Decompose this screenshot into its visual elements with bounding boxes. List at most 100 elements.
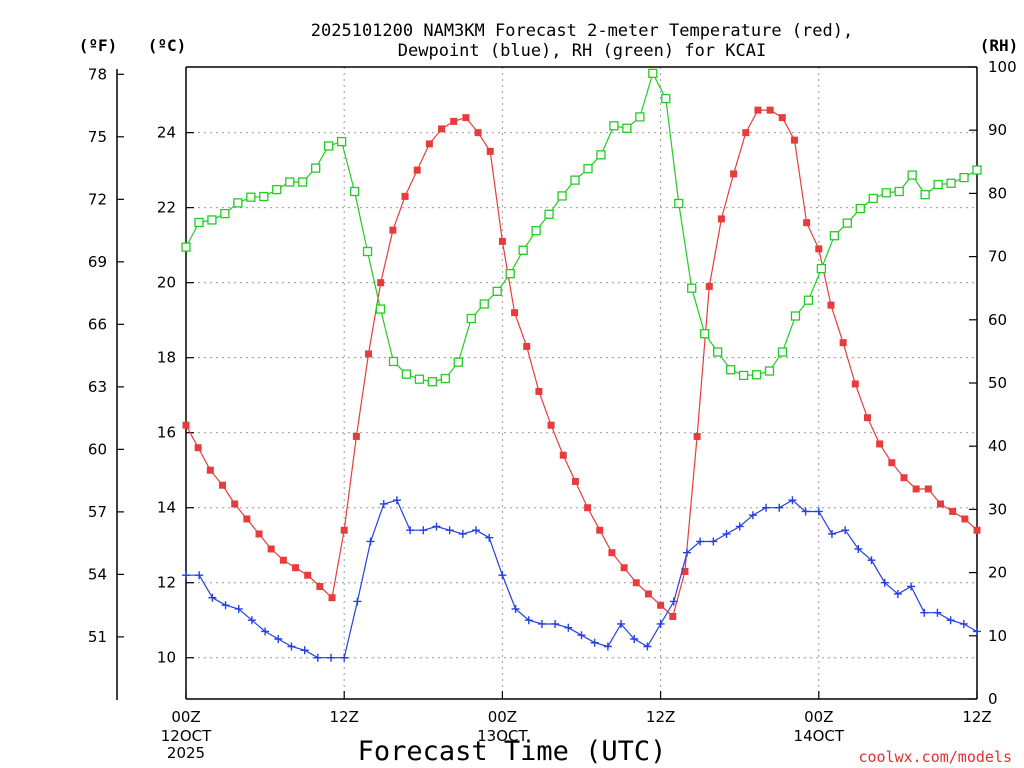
rh-point-23 (479, 299, 489, 309)
dewpoint-point-28 (551, 619, 560, 628)
fahrenheit-tick-72: 72 (88, 190, 107, 208)
temperature-point-31 (559, 451, 567, 459)
temperature-series (182, 106, 981, 620)
temperature-point-61 (924, 485, 932, 493)
rh-point-42 (725, 365, 736, 375)
rh-point-25 (505, 269, 515, 279)
rh-point-7 (272, 184, 282, 195)
temperature-point-65 (973, 526, 981, 534)
dewpoint-point-8 (287, 642, 296, 651)
rh-tick-30: 30 (988, 500, 1007, 518)
temperature-point-58 (888, 459, 896, 467)
temperature-point-32 (571, 477, 579, 485)
rh-point-15 (375, 304, 386, 314)
dewpoint-point-40 (709, 537, 718, 546)
rh-point-26 (518, 245, 528, 255)
dewpoint-point-54 (893, 589, 902, 598)
dewpoint-series (182, 496, 981, 662)
dewpoint-point-4 (234, 604, 243, 613)
dewpoint-point-59 (959, 619, 968, 628)
rh-point-11 (323, 141, 334, 151)
rh-tick-10: 10 (988, 627, 1007, 645)
temperature-point-51 (803, 219, 811, 227)
rh-point-53 (868, 193, 878, 204)
rh-point-41 (713, 347, 723, 357)
chart-title-line1: 2025101200 NAM3KM Forecast 2-meter Tempe… (311, 21, 853, 41)
dewpoint-point-37 (669, 597, 678, 606)
dewpoint-point-47 (801, 507, 810, 516)
temperature-point-53 (827, 301, 835, 309)
rh-point-18 (414, 374, 425, 384)
rh-point-1 (194, 217, 204, 228)
temperature-point-1 (194, 444, 202, 452)
tick-labels: 7875726966636057545124222018161412101009… (88, 58, 1017, 762)
rh-point-52 (855, 203, 865, 214)
dewpoint-point-23 (485, 533, 494, 542)
rh-point-43 (738, 370, 749, 381)
temperature-point-23 (462, 114, 470, 122)
x-axis-label: Forecast Time (UTC) (358, 736, 667, 767)
temperature-point-42 (693, 432, 701, 440)
dewpoint-point-17 (406, 526, 415, 535)
dewpoint-point-41 (722, 529, 731, 538)
temperature-point-47 (754, 106, 762, 114)
rh-point-8 (285, 177, 295, 187)
temperature-point-15 (365, 350, 373, 358)
temperature-point-6 (255, 530, 263, 538)
chart-title-line2: Dewpoint (blue), RH (green) for KCAI (398, 41, 766, 61)
temperature-point-60 (912, 485, 920, 493)
temperature-point-11 (316, 582, 324, 590)
celsius-unit-label: (ºC) (148, 36, 187, 55)
dewpoint-point-15 (379, 499, 388, 508)
rh-point-0 (181, 242, 191, 252)
temperature-point-17 (389, 226, 397, 234)
dewpoint-point-33 (617, 619, 626, 628)
temperature-point-3 (219, 481, 227, 489)
x-tick-1: 12Z (330, 708, 359, 726)
rh-tick-90: 90 (988, 121, 1007, 139)
fahrenheit-tick-57: 57 (88, 503, 107, 521)
rh-point-4 (233, 198, 243, 208)
temperature-point-34 (596, 526, 604, 534)
dewpoint-point-19 (432, 522, 441, 531)
dewpoint-point-38 (682, 548, 691, 557)
temperature-point-49 (778, 114, 786, 122)
temperature-point-2 (206, 466, 214, 474)
dewpoint-point-57 (933, 608, 942, 617)
dewpoint-point-13 (353, 597, 362, 606)
dewpoint-point-27 (537, 619, 546, 628)
rh-point-30 (570, 175, 580, 185)
celsius-tick-14: 14 (157, 499, 176, 517)
temperature-point-0 (182, 421, 190, 429)
dewpoint-point-46 (788, 496, 797, 505)
dewpoint-point-39 (696, 537, 705, 546)
dewpoint-point-21 (458, 529, 467, 538)
dewpoint-point-36 (656, 619, 665, 628)
temperature-point-20 (425, 140, 433, 148)
x-tick-2-sub-0: 13OCT (477, 727, 528, 745)
temperature-point-5 (243, 515, 251, 523)
celsius-tick-10: 10 (157, 649, 176, 667)
temperature-point-10 (304, 571, 312, 579)
rh-point-36 (648, 68, 658, 78)
rh-point-54 (881, 188, 891, 198)
rh-point-12 (336, 136, 347, 147)
rh-point-32 (596, 150, 606, 160)
temperature-point-30 (547, 421, 555, 429)
rh-tick-60: 60 (988, 311, 1007, 329)
rh-point-34 (622, 123, 632, 133)
dewpoint-point-31 (590, 638, 599, 647)
x-tick-4: 00Z (804, 708, 833, 726)
x-tick-2: 00Z (488, 708, 517, 726)
temperature-point-50 (790, 136, 798, 144)
rh-point-28 (544, 209, 554, 219)
rh-point-55 (894, 186, 904, 197)
fahrenheit-tick-78: 78 (88, 65, 107, 83)
rh-point-33 (609, 121, 619, 131)
temperature-point-41 (681, 567, 689, 575)
rh-tick-0: 0 (988, 690, 998, 708)
temperature-point-16 (377, 279, 385, 287)
rh-point-50 (829, 231, 840, 241)
rh-series (181, 68, 982, 387)
dewpoint-point-42 (735, 522, 744, 531)
